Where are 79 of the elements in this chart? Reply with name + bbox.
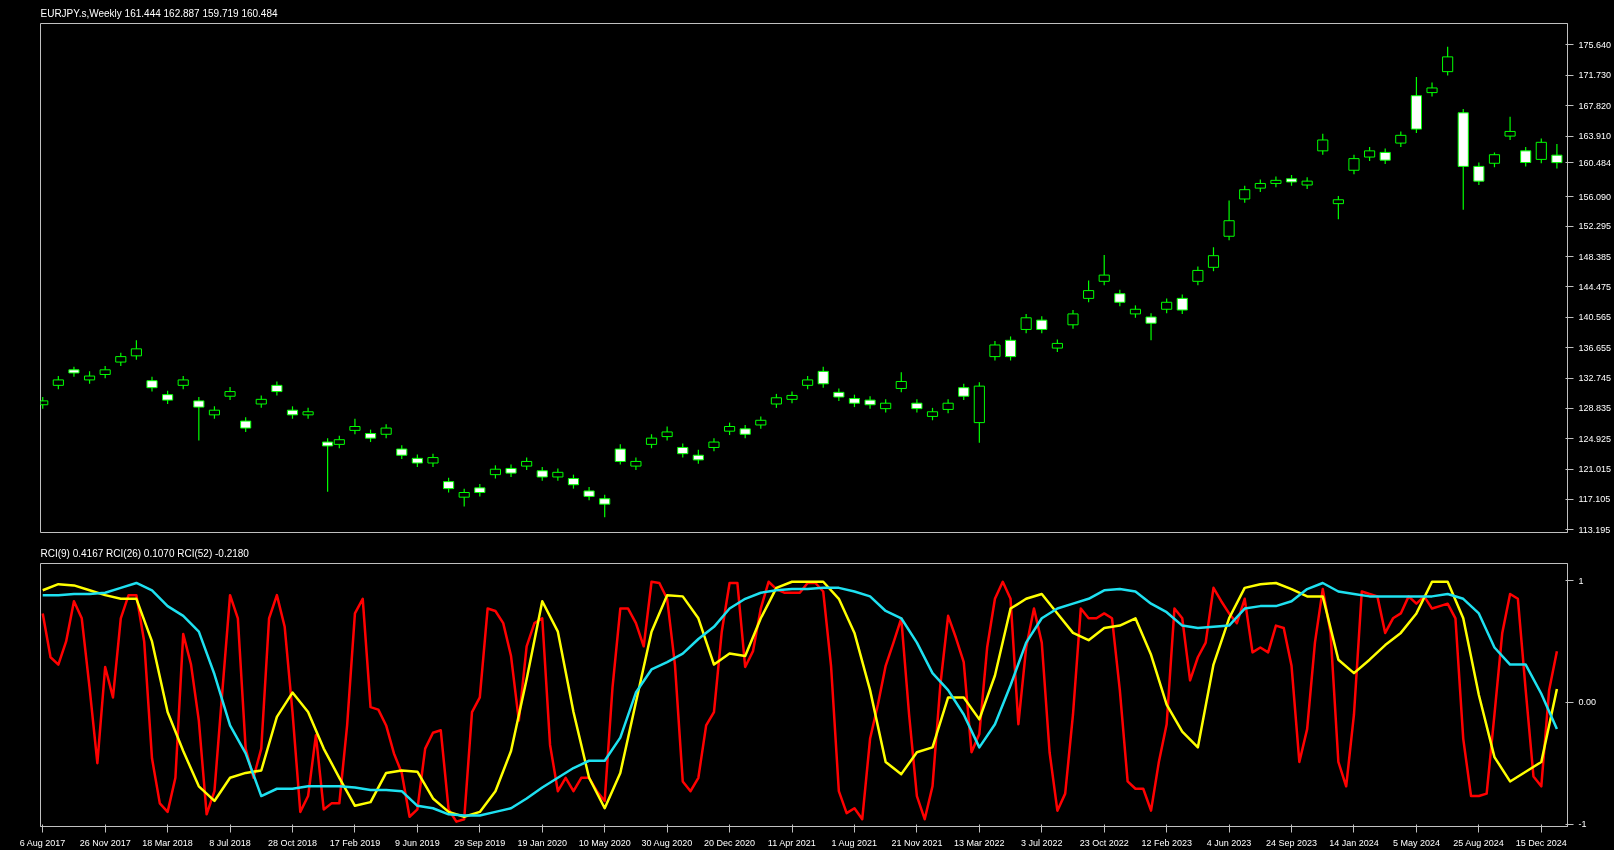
y-tick-label: 124.925	[1578, 433, 1612, 444]
candlestick	[911, 398, 923, 414]
x-tick-label: 1 Aug 2021	[831, 837, 877, 848]
x-tick-label: 24 Sep 2023	[1266, 837, 1318, 848]
candlestick	[895, 371, 907, 393]
candlestick	[1504, 116, 1516, 141]
candlestick	[552, 467, 564, 482]
candlestick	[302, 407, 314, 420]
candlestick	[1098, 254, 1110, 286]
candlestick	[1192, 265, 1204, 286]
chart-title: RCI(9) 0.4167 RCI(26) 0.1070 RCI(52) -0.2180	[40, 547, 250, 559]
candlestick	[1317, 133, 1329, 156]
candlestick	[1004, 335, 1017, 362]
y-tick-label: 121.015	[1578, 464, 1612, 475]
x-tick-label: 10 May 2020	[578, 837, 631, 848]
candlestick	[1067, 309, 1079, 330]
y-tick-label: 117.105	[1578, 494, 1611, 505]
y-tick-label: 113.195	[1578, 524, 1611, 535]
y-tick-label: 156.090	[1578, 191, 1612, 202]
candlestick	[817, 366, 829, 389]
x-tick-label: 9 Jun 2019	[395, 837, 440, 848]
x-tick-label: 8 Jul 2018	[209, 837, 251, 848]
y-tick-label: 1	[1578, 575, 1584, 586]
x-tick-label: 26 Nov 2017	[79, 837, 131, 848]
x-tick-label: 6 Aug 2017	[19, 837, 66, 848]
y-tick-label: 175.640	[1578, 39, 1612, 50]
chart-title: EURJPY.s,Weekly 161.444 162.887 159.719 160.484	[40, 7, 278, 19]
y-tick-label: 148.385	[1578, 251, 1612, 262]
candlestick	[864, 395, 876, 410]
y-tick-label: 140.565	[1578, 312, 1612, 323]
x-tick-label: 18 Mar 2018	[142, 837, 193, 848]
x-tick-label: 12 Feb 2023	[1141, 837, 1192, 848]
candlestick	[1020, 313, 1032, 334]
candlestick	[614, 443, 626, 466]
candlestick	[130, 339, 142, 361]
x-tick-label: 19 Jan 2020	[517, 837, 568, 848]
y-tick-label: 144.475	[1578, 281, 1612, 292]
y-tick-label: 160.484	[1578, 157, 1612, 168]
x-tick-label: 20 Dec 2020	[704, 837, 756, 848]
candlestick	[989, 340, 1001, 362]
candlestick	[1270, 175, 1282, 188]
x-tick-label: 17 Feb 2019	[329, 837, 381, 848]
candlestick	[349, 418, 361, 435]
y-tick-label: 132.745	[1578, 373, 1612, 384]
x-tick-label: 3 Jul 2022	[1021, 837, 1063, 848]
x-tick-label: 5 May 2024	[1392, 837, 1440, 848]
x-tick-label: 28 Oct 2018	[267, 837, 318, 848]
x-tick-label: 13 Mar 2022	[954, 837, 1005, 848]
candlestick	[599, 494, 611, 518]
candlestick	[1207, 246, 1220, 272]
x-tick-label: 25 Aug 2024	[1453, 837, 1504, 848]
candlestick	[1145, 312, 1157, 341]
x-tick-label: 29 Sep 2019	[454, 837, 506, 848]
x-tick-label: 30 Aug 2020	[641, 837, 693, 848]
y-tick-label: -1	[1578, 819, 1587, 830]
candlestick	[1332, 195, 1344, 220]
y-tick-label: 163.910	[1578, 131, 1612, 142]
candlestick	[1176, 293, 1188, 315]
x-tick-label: 15 Dec 2024	[1515, 837, 1567, 848]
x-tick-label: 23 Oct 2022	[1079, 837, 1129, 848]
y-tick-label: 167.820	[1578, 100, 1612, 111]
candlestick	[1083, 279, 1095, 303]
candlestick	[1473, 161, 1485, 186]
y-tick-label: 171.730	[1578, 70, 1612, 81]
y-tick-label: 0.00	[1578, 697, 1597, 708]
y-tick-label: 128.835	[1578, 403, 1612, 414]
x-tick-label: 21 Nov 2021	[891, 837, 943, 848]
candlestick	[1442, 46, 1454, 77]
x-tick-label: 11 Apr 2021	[767, 837, 816, 848]
x-tick-label: 14 Jan 2024	[1329, 837, 1379, 848]
y-tick-label: 152.295	[1578, 221, 1612, 232]
candlestick	[1535, 137, 1547, 164]
candlestick	[1348, 154, 1360, 175]
x-tick-label: 4 Jun 2023	[1206, 837, 1252, 848]
candlestick	[1520, 146, 1532, 167]
y-tick-label: 136.655	[1578, 342, 1612, 353]
candlestick	[1551, 143, 1563, 170]
candlestick	[193, 396, 205, 442]
candlestick	[1223, 199, 1235, 241]
